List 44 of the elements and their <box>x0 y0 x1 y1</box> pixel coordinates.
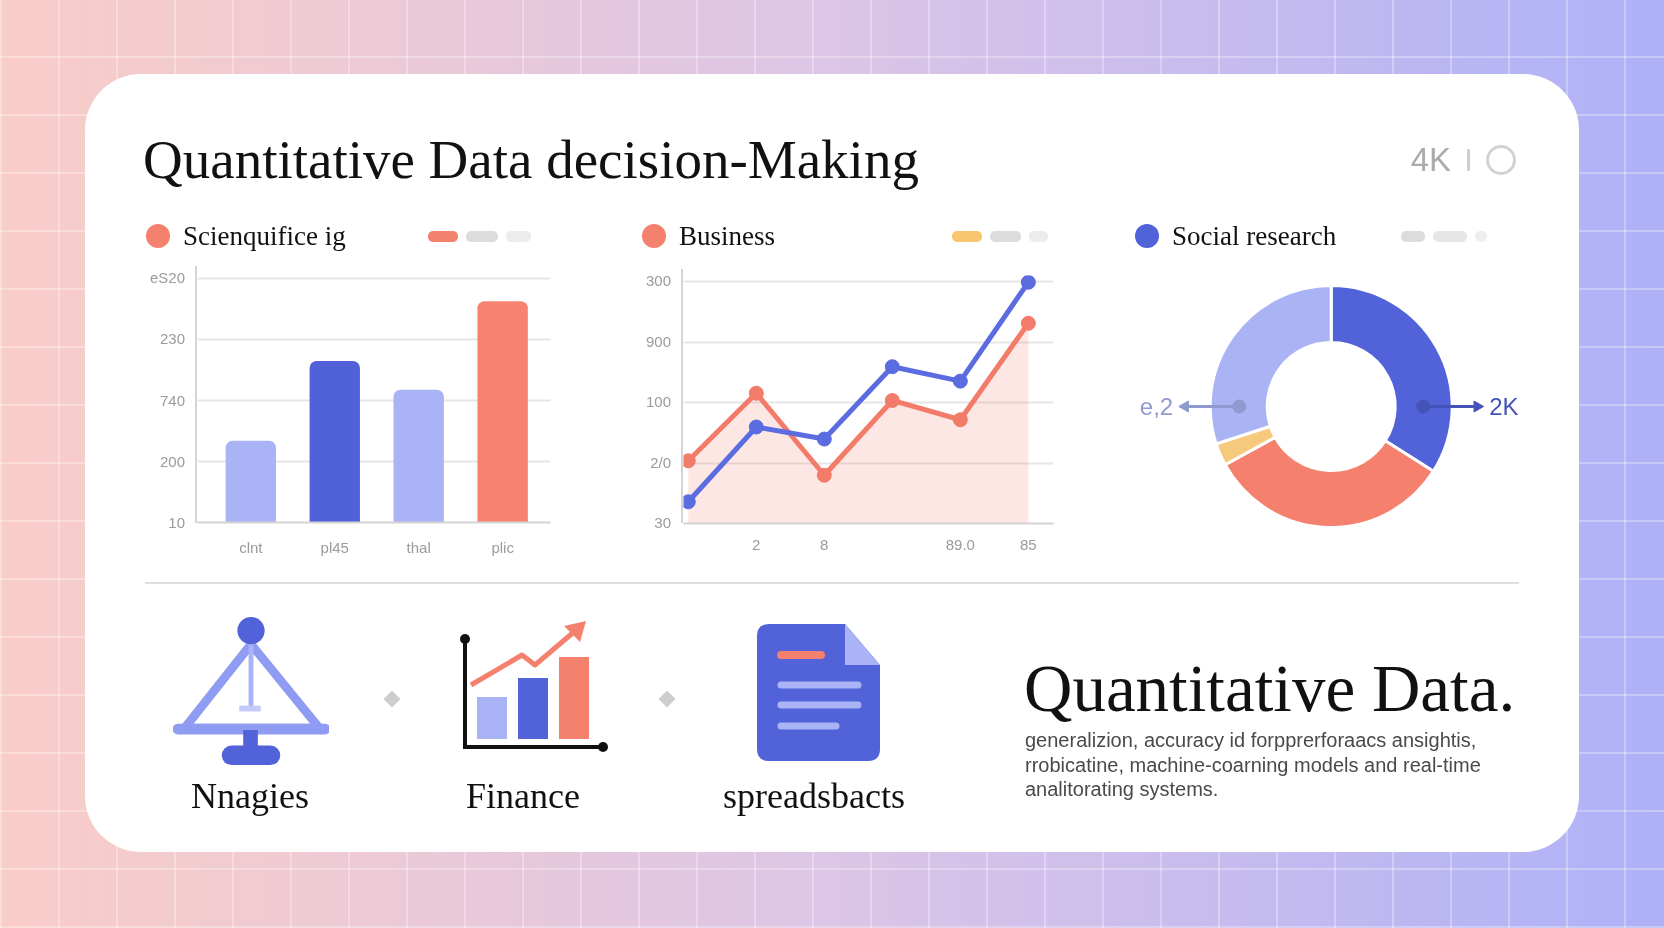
bar <box>225 440 276 523</box>
text: 300 <box>645 272 671 290</box>
x-tick-label: pl45 <box>320 538 349 556</box>
point <box>816 467 832 483</box>
point <box>748 419 764 435</box>
text: 230 <box>159 330 185 349</box>
chart-title: Business <box>679 220 776 253</box>
text: 4K <box>1410 140 1451 181</box>
text: Quantitative Data decision-Making <box>143 128 919 192</box>
x-tick-label: thal <box>406 538 431 556</box>
x-tick-label: plic <box>491 538 515 556</box>
text: 10 <box>168 514 185 532</box>
chart-title: Scienquifice ig <box>183 220 346 253</box>
text: 2/0 <box>650 453 671 472</box>
point <box>884 359 900 375</box>
x-tick-label: 8 <box>820 535 829 553</box>
bar <box>309 361 360 523</box>
text: 900 <box>645 332 671 351</box>
slice-label: 2K <box>1489 393 1519 420</box>
text: 100 <box>645 393 671 411</box>
point <box>1020 275 1036 290</box>
text: generalizion, accuracy id forpprerforaacs ansightis, rrobicatine, machine-coarning models and real-time analitorating systems. <box>1025 728 1482 802</box>
bar <box>477 301 528 523</box>
text: 740 <box>159 391 185 410</box>
x-tick-label: 85 <box>1019 535 1037 553</box>
bar <box>393 389 444 523</box>
point <box>748 385 764 401</box>
x-tick-label: clnt <box>239 538 264 556</box>
point <box>884 392 900 408</box>
point <box>952 412 968 428</box>
text: Finance <box>465 775 581 818</box>
slice-label: e,2 <box>1139 393 1174 420</box>
point <box>1020 315 1036 331</box>
text: spreadsbacts <box>722 775 906 818</box>
text: 200 <box>159 452 185 471</box>
x-tick-label: 2 <box>752 535 761 553</box>
point <box>816 431 832 447</box>
text: Quantitative Data. <box>1024 650 1516 727</box>
text: eS20 <box>149 269 185 288</box>
x-tick-label: 89.0 <box>945 535 975 553</box>
point <box>952 373 968 389</box>
text: 30 <box>654 514 671 532</box>
chart-title: Social research <box>1172 220 1337 253</box>
text: Nnagies <box>190 775 310 818</box>
